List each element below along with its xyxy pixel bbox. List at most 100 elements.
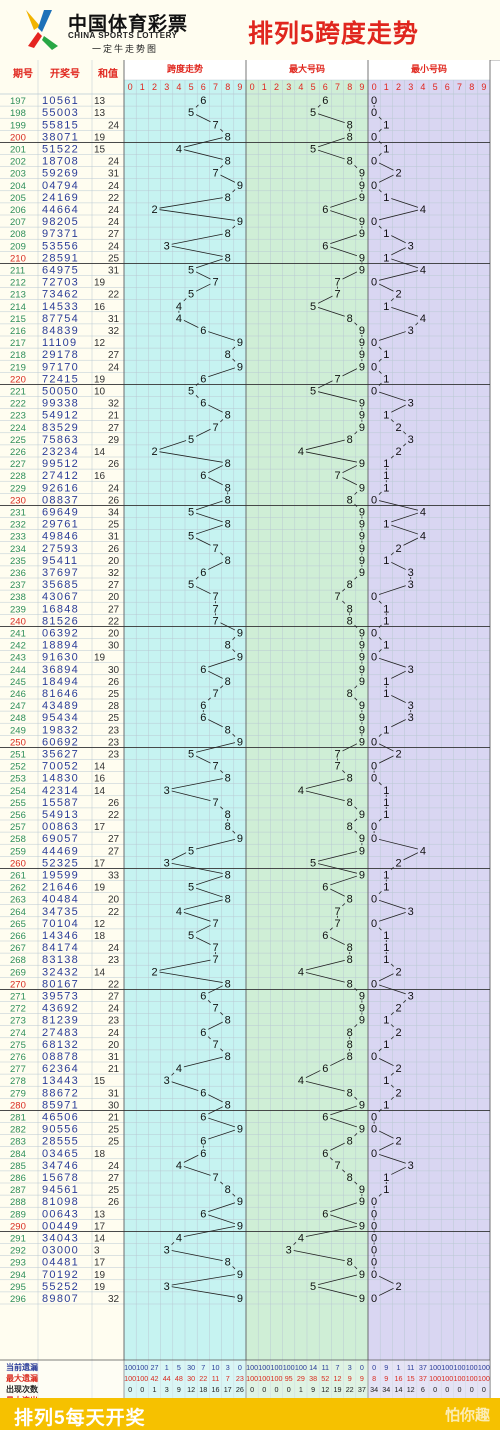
issue-number: 251 bbox=[10, 750, 26, 761]
span-value-bg bbox=[234, 736, 245, 747]
max-value-bg bbox=[344, 772, 355, 783]
max-value-bg bbox=[356, 179, 367, 190]
span-stat-value: 44 bbox=[163, 1374, 171, 1383]
max-stat-value: 100 bbox=[258, 1363, 270, 1372]
sum-value: 27 bbox=[108, 846, 120, 857]
min-value-bg bbox=[369, 760, 380, 771]
max-value-mark: 8 bbox=[347, 494, 353, 506]
max-value-bg bbox=[356, 324, 367, 335]
span-value-mark: 9 bbox=[237, 361, 243, 373]
issue-number: 232 bbox=[10, 520, 26, 531]
min-value-bg bbox=[381, 143, 392, 154]
draw-number: 83138 bbox=[42, 954, 79, 966]
max-value-mark: 9 bbox=[359, 531, 365, 543]
max-digit-header-1: 1 bbox=[262, 82, 267, 92]
min-value-bg bbox=[381, 808, 392, 819]
sum-value: 33 bbox=[108, 871, 120, 882]
sum-value: 26 bbox=[108, 459, 120, 470]
max-value-mark: 6 bbox=[322, 95, 328, 107]
min-value-bg bbox=[393, 1002, 404, 1013]
draw-number: 08837 bbox=[42, 494, 79, 506]
sum-value: 19 bbox=[94, 374, 106, 385]
span-stat-value: 12 bbox=[187, 1385, 195, 1394]
min-value-mark: 3 bbox=[408, 700, 414, 712]
span-value-bg bbox=[198, 1111, 209, 1122]
min-digit-header-0: 0 bbox=[372, 82, 377, 92]
max-digit-header-7: 7 bbox=[335, 82, 340, 92]
sum-value: 32 bbox=[108, 1294, 120, 1305]
min-value-mark: 2 bbox=[395, 749, 401, 761]
span-digit-header-2: 2 bbox=[152, 82, 157, 92]
draw-number: 69649 bbox=[42, 507, 79, 519]
min-value-mark: 0 bbox=[371, 1233, 377, 1245]
span-value-mark: 9 bbox=[237, 1220, 243, 1232]
sum-value: 21 bbox=[108, 411, 120, 422]
max-value-mark: 5 bbox=[310, 857, 316, 869]
min-value-bg bbox=[381, 482, 392, 493]
max-value-bg bbox=[344, 1038, 355, 1049]
span-value-bg bbox=[222, 252, 233, 263]
max-value-bg bbox=[344, 1050, 355, 1061]
span-stat-value: 10 bbox=[212, 1363, 220, 1372]
max-stat-value: 52 bbox=[321, 1374, 329, 1383]
sum-value: 26 bbox=[108, 677, 120, 688]
span-value-mark: 7 bbox=[212, 797, 218, 809]
issue-number: 219 bbox=[10, 362, 26, 373]
span-value-bg bbox=[234, 1292, 245, 1303]
min-value-bg bbox=[405, 712, 416, 723]
span-value-bg bbox=[210, 796, 221, 807]
max-value-bg bbox=[356, 712, 367, 723]
span-value-mark: 3 bbox=[164, 1281, 170, 1293]
draw-number: 43692 bbox=[42, 1003, 79, 1015]
span-value-bg bbox=[234, 1220, 245, 1231]
draw-number: 00643 bbox=[42, 1208, 79, 1220]
max-value-bg bbox=[356, 663, 367, 674]
span-value-bg bbox=[173, 300, 184, 311]
span-value-mark: 7 bbox=[212, 119, 218, 131]
max-value-mark: 9 bbox=[359, 349, 365, 361]
max-value-mark: 4 bbox=[298, 1233, 304, 1245]
span-value-mark: 9 bbox=[237, 216, 243, 228]
issue-number: 208 bbox=[10, 229, 26, 240]
max-value-bg bbox=[356, 627, 367, 638]
max-value-mark: 6 bbox=[322, 882, 328, 894]
max-stat-value: 2 bbox=[323, 1396, 327, 1398]
sum-value: 17 bbox=[94, 1221, 106, 1232]
issue-number: 279 bbox=[10, 1088, 26, 1099]
span-value-mark: 8 bbox=[225, 410, 231, 422]
min-value-bg bbox=[369, 978, 380, 989]
min-value-bg bbox=[381, 954, 392, 965]
min-value-bg bbox=[405, 1159, 416, 1170]
issue-number: 280 bbox=[10, 1100, 26, 1111]
min-value-bg bbox=[393, 966, 404, 977]
min-value-mark: 0 bbox=[371, 1257, 377, 1269]
sum-value: 20 bbox=[108, 1040, 120, 1051]
span-value-mark: 7 bbox=[212, 422, 218, 434]
draw-number: 73462 bbox=[42, 289, 79, 301]
issue-number: 206 bbox=[10, 205, 26, 216]
draw-number: 18708 bbox=[42, 156, 79, 168]
span-digit-header-1: 1 bbox=[140, 82, 145, 92]
max-value-bg bbox=[320, 1147, 331, 1158]
max-stat-value: 4 bbox=[348, 1396, 352, 1398]
draw-number: 29761 bbox=[42, 519, 79, 531]
sum-value: 31 bbox=[108, 314, 120, 325]
span-value-bg bbox=[210, 1171, 221, 1182]
span-stat-value: 30 bbox=[187, 1374, 195, 1383]
min-value-bg bbox=[393, 1063, 404, 1074]
max-value-mark: 9 bbox=[359, 845, 365, 857]
span-stat-value: 9 bbox=[177, 1385, 181, 1394]
draw-number: 23234 bbox=[42, 446, 79, 458]
issue-number: 287 bbox=[10, 1185, 26, 1196]
span-value-bg bbox=[234, 179, 245, 190]
max-value-bg bbox=[332, 760, 343, 771]
span-value-bg bbox=[210, 687, 221, 698]
min-value-bg bbox=[393, 421, 404, 432]
span-digit-header-4: 4 bbox=[176, 82, 181, 92]
page-header: 中国体育彩票 CHINA SPORTS LOTTERY 一定牛走势图 排列5跨度… bbox=[0, 0, 500, 61]
max-value-bg bbox=[344, 1135, 355, 1146]
max-stat-value: 29 bbox=[297, 1374, 305, 1383]
max-value-mark: 4 bbox=[298, 966, 304, 978]
draw-number: 28555 bbox=[42, 1136, 79, 1148]
draw-number: 36894 bbox=[42, 664, 79, 676]
